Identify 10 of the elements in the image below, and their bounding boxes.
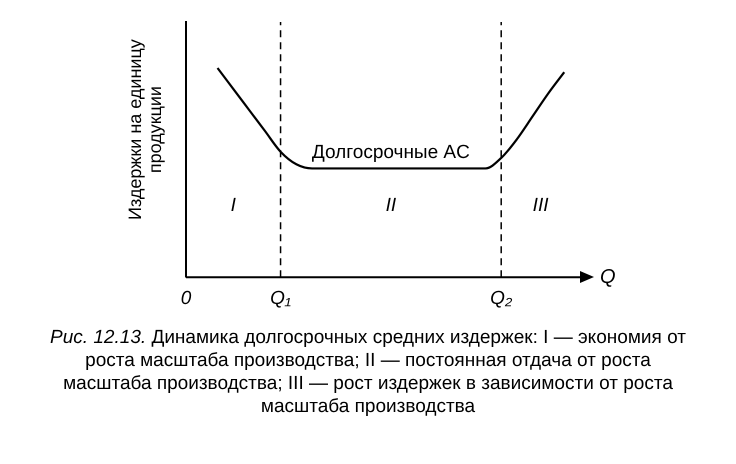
annotation: Долгосрочные AC [312, 142, 470, 164]
x-tick-label: Q₂ [490, 288, 513, 309]
annotation: II [386, 195, 397, 216]
text: Рис. 12.13. Динамика долгосрочных средних издержек: I — экономия от роста масштаба производства; II — постоянная отдача от роста масштаба производства; III — рост издержек в зависимости от роста масштаба производства [49, 326, 687, 418]
x-axis-title: Q [600, 266, 616, 288]
annotation: III [532, 195, 550, 216]
x-tick-label: Q₁ [270, 288, 291, 309]
x-tick-label: 0 [180, 288, 192, 309]
y-axis-title: Издержки на единицу продукции [124, 39, 165, 220]
annotation: I [230, 195, 237, 216]
